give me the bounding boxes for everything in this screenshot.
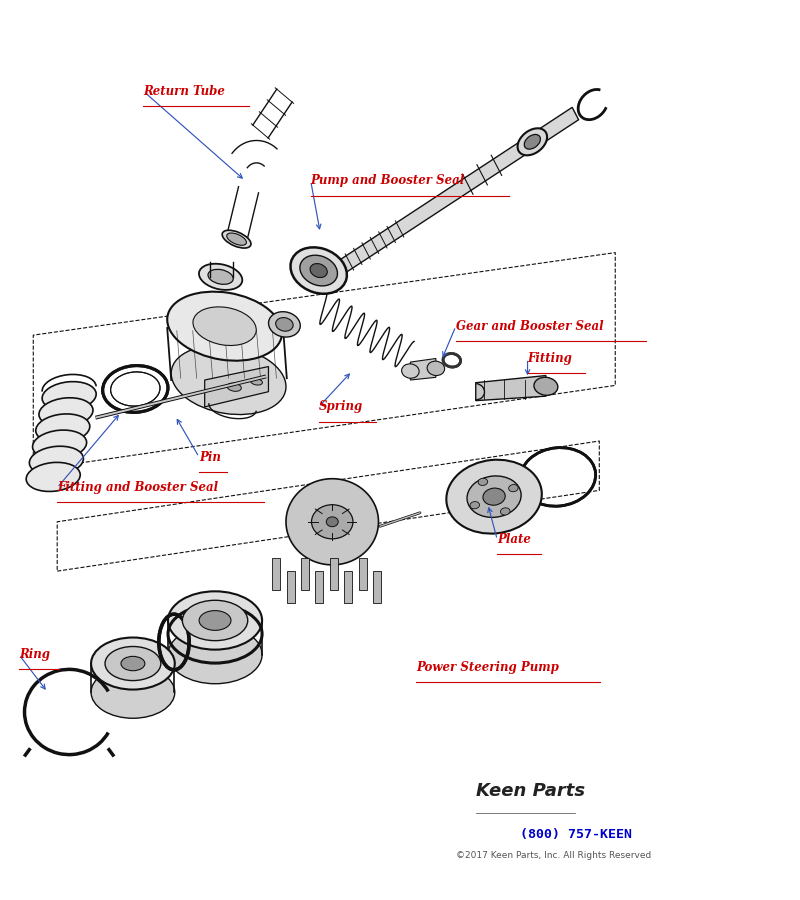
Polygon shape [330, 558, 338, 590]
Polygon shape [286, 479, 378, 565]
Polygon shape [286, 572, 294, 603]
Ellipse shape [227, 383, 242, 392]
Ellipse shape [402, 364, 419, 378]
Ellipse shape [91, 637, 174, 689]
Polygon shape [410, 358, 436, 380]
Ellipse shape [105, 646, 161, 680]
Ellipse shape [42, 382, 96, 410]
Text: Return Tube: Return Tube [143, 85, 225, 97]
Text: Fitting and Booster Seal: Fitting and Booster Seal [57, 482, 218, 494]
Text: Keen Parts: Keen Parts [476, 782, 585, 800]
Ellipse shape [501, 508, 510, 515]
Text: Pump and Booster Seal: Pump and Booster Seal [310, 175, 465, 187]
Ellipse shape [534, 377, 558, 395]
Text: ©2017 Keen Parts, Inc. All Rights Reserved: ©2017 Keen Parts, Inc. All Rights Reserv… [456, 851, 651, 860]
Polygon shape [373, 572, 381, 603]
Ellipse shape [509, 484, 518, 491]
Ellipse shape [226, 233, 246, 246]
Ellipse shape [470, 501, 479, 508]
Ellipse shape [250, 379, 262, 385]
Ellipse shape [168, 626, 262, 684]
Ellipse shape [326, 517, 338, 526]
Polygon shape [344, 572, 352, 603]
Ellipse shape [182, 600, 248, 641]
Ellipse shape [518, 129, 547, 156]
Ellipse shape [427, 361, 445, 375]
Ellipse shape [290, 248, 347, 293]
Text: Power Steering Pump: Power Steering Pump [416, 661, 559, 673]
Ellipse shape [276, 318, 293, 331]
Ellipse shape [36, 414, 90, 443]
Ellipse shape [199, 264, 242, 290]
Ellipse shape [121, 656, 145, 670]
Ellipse shape [39, 398, 93, 427]
Polygon shape [301, 558, 309, 590]
Polygon shape [273, 558, 281, 590]
Ellipse shape [193, 307, 256, 346]
Ellipse shape [222, 230, 251, 248]
Ellipse shape [167, 292, 282, 361]
Ellipse shape [269, 311, 300, 338]
Polygon shape [358, 558, 366, 590]
Text: Gear and Booster Seal: Gear and Booster Seal [456, 320, 603, 333]
Ellipse shape [310, 264, 327, 277]
Text: Fitting: Fitting [527, 352, 573, 365]
Ellipse shape [91, 666, 174, 718]
Text: Plate: Plate [498, 533, 531, 546]
Ellipse shape [446, 460, 542, 534]
Text: (800) 757-KEEN: (800) 757-KEEN [519, 827, 631, 841]
Ellipse shape [33, 430, 86, 459]
Ellipse shape [467, 476, 521, 518]
Ellipse shape [208, 269, 234, 284]
Ellipse shape [30, 446, 83, 475]
Ellipse shape [199, 610, 231, 630]
Polygon shape [476, 375, 546, 401]
Polygon shape [315, 572, 323, 603]
Text: Spring: Spring [318, 400, 363, 413]
Ellipse shape [483, 488, 506, 505]
Ellipse shape [171, 346, 286, 415]
Polygon shape [205, 366, 269, 407]
Text: Pin: Pin [199, 451, 221, 464]
Text: Ring: Ring [19, 648, 50, 662]
Ellipse shape [311, 505, 353, 539]
Ellipse shape [168, 591, 262, 650]
Ellipse shape [524, 134, 541, 149]
Ellipse shape [300, 256, 338, 286]
Ellipse shape [478, 478, 488, 485]
Ellipse shape [26, 463, 80, 491]
Polygon shape [333, 107, 578, 277]
